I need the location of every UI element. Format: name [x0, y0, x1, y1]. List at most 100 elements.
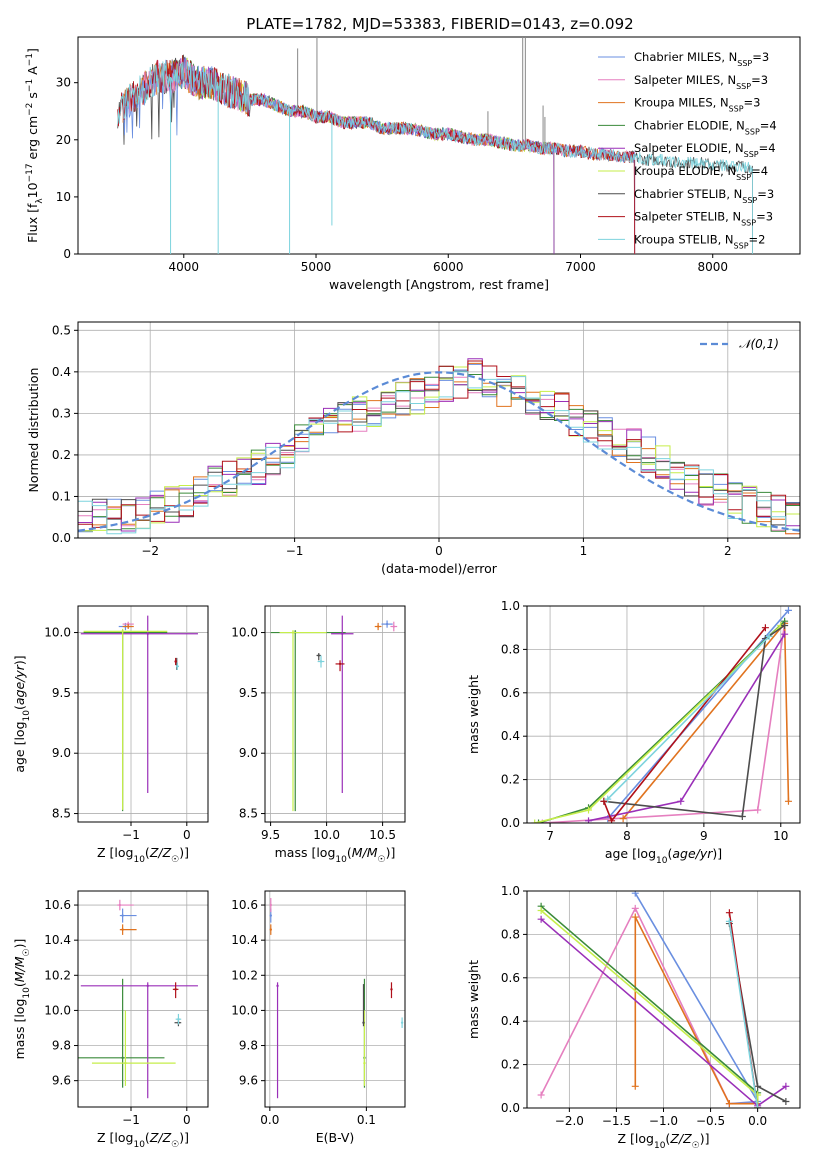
cumulative_age-series [538, 620, 786, 823]
cumulative_age-ytick-label: 0.0 [501, 816, 520, 830]
residuals-xtick-label: 0 [435, 544, 443, 558]
mass_vs_ebv-xtick-label: 0.1 [357, 1113, 376, 1127]
age_vs_mass-point [317, 654, 320, 657]
cumulative_Z-marker [725, 1100, 733, 1108]
mass_vs_Z-point [121, 928, 124, 931]
cumulative_Z-marker [782, 1082, 790, 1090]
residuals-ytick-label: 0.0 [52, 531, 71, 545]
residuals-ytick-label: 0.5 [52, 323, 71, 337]
cumulative_Z-series [728, 921, 759, 1108]
cumulative_Z-xtick-label: −1.5 [602, 1114, 631, 1128]
age_vs_mass-ytick-label: 9.0 [239, 746, 258, 760]
cumulative_age-ytick-label: 0.8 [501, 642, 520, 656]
age_vs_mass-xtick-label: 10.5 [369, 828, 396, 842]
cumulative_age-ytick-label: 1.0 [501, 599, 520, 613]
cumulative_age-marker [677, 797, 685, 805]
age_vs_mass-xlabel: mass [log10(M/M☉)] [275, 845, 396, 865]
mass_vs_ebv-ytick-label: 9.6 [239, 1074, 258, 1088]
age_vs_Z-point [174, 660, 177, 663]
spectrum-ylabel: Flux [fλ10−17 erg cm−2 s−1 A−1] [25, 48, 45, 243]
cumulative_age-ytick-label: 0.2 [501, 773, 520, 787]
cumulative-z-chart: −2.0 −1.5 −1.0 −0.5 0.0 0.0 0.2 0.4 0.6 0.8 1.0 Z [… [466, 884, 801, 1151]
age_vs_mass-point [376, 625, 380, 628]
age_vs_mass-point [338, 662, 342, 666]
legend-label: Chabrier STELIB, NSSP=3 [634, 187, 774, 205]
cumulative_Z-marker [631, 891, 639, 897]
mass-vs-ebv-chart: 0.0 0.1 9.6 9.8 10.0 10.2 10.4 10.6 E(B-V) [231, 890, 406, 1145]
cumulative_age-series [607, 609, 790, 820]
spectrum-xlabel: wavelength [Angstrom, rest frame] [329, 277, 549, 292]
mass_vs_Z-xtick-label: 0 [183, 1113, 191, 1127]
cumulative_age-marker [754, 806, 762, 814]
residuals-xtick-label: 2 [724, 544, 732, 558]
cumulative_age-xlabel: age [log10(age/yr)] [605, 846, 722, 866]
age_vs_Z-point [176, 665, 179, 668]
mass_vs_Z-ytick-label: 10.0 [44, 1003, 71, 1017]
residuals-ytick-label: 0.4 [52, 365, 71, 379]
mass_vs_Z-frame [77, 890, 209, 1108]
legend-label: Salpeter MILES, NSSP=3 [634, 73, 768, 91]
cumulative_age-marker [784, 606, 792, 614]
mass_vs_ebv-point [269, 928, 272, 931]
mass_vs_Z-plot-area [78, 899, 198, 1099]
age_vs_mass-xtick-label: 10.0 [313, 828, 340, 842]
cumulative_age-marker [600, 797, 608, 805]
age_vs_mass-plot-area [270, 615, 398, 812]
age_vs_mass-point [319, 660, 323, 663]
gaussian-legend-label: 𝒩(0,1) [739, 337, 779, 351]
legend-label: Chabrier MILES, NSSP=3 [634, 50, 769, 68]
age_vs_Z-plot-area [80, 615, 198, 812]
spectrum-frame [77, 36, 801, 255]
cumulative_age-xtick-label: 9 [700, 829, 708, 843]
cumulative_Z-marker [725, 917, 733, 925]
age_vs_mass-frame [264, 605, 406, 823]
cumulative_age-marker [585, 806, 593, 814]
cumulative_age-marker [604, 795, 612, 803]
age_vs_mass-point [341, 632, 344, 635]
residuals-chart: −2 −1 0 1 2 0.0 0.1 0.2 0.3 0.4 0.5 𝒩(0,1) (data-mod… [26, 321, 801, 576]
age_vs_Z-xtick-label: 0 [183, 828, 191, 842]
mass_vs_Z-ylabel: mass [log10(M/M☉)] [12, 939, 32, 1060]
age-vs-mass-chart: 9.5 10.0 10.5 8.5 9.0 9.5 10.0 mass [log10(M/M☉… [231, 605, 406, 865]
mass_vs_Z-point [118, 903, 122, 907]
figure-title: PLATE=1782, MJD=53383, FIBERID=0143, z=0… [246, 15, 633, 33]
mass_vs_ebv-point [362, 1021, 365, 1024]
mass_vs_ebv-ytick-label: 10.2 [231, 968, 258, 982]
legend-label: Kroupa MILES, NSSP=3 [634, 96, 760, 114]
mass-vs-z-chart: −1 0 9.6 9.8 10.0 10.2 10.4 10.6 Z [log10(Z/Z☉)]… [12, 890, 209, 1150]
cumulative_Z-series [634, 892, 759, 1105]
mass_vs_Z-xtick-label: −1 [122, 1113, 140, 1127]
mass_vs_Z-point [121, 914, 124, 917]
spectrum-ytick-label: 30 [56, 76, 71, 90]
cumulative_age-marker [535, 819, 543, 823]
cumulative_age-series [542, 623, 786, 823]
mass_vs_Z-ytick-label: 9.8 [52, 1039, 71, 1053]
residuals-xtick-label: −2 [141, 544, 159, 558]
cumulative_age-marker [619, 815, 627, 823]
spectrum-xtick-label: 6000 [433, 260, 464, 274]
age_vs_mass-point [392, 625, 395, 628]
mass_vs_Z-ytick-label: 10.2 [44, 968, 71, 982]
residual-histogram [78, 371, 800, 538]
mass_vs_Z-point [121, 1056, 124, 1060]
mass_vs_ebv-point [269, 903, 272, 907]
age_vs_Z-ylabel: age [log10(age/yr)] [12, 655, 32, 772]
cumulative_age-series [603, 627, 767, 823]
residuals-xtick-label: −1 [286, 544, 304, 558]
age_vs_mass-point [385, 622, 389, 626]
cumulative_Z-ytick-label: 0.8 [501, 927, 520, 941]
residuals-ytick-label: 0.1 [52, 489, 71, 503]
age_vs_mass-xtick-label: 9.5 [261, 828, 280, 842]
mass_vs_Z-point [146, 984, 149, 988]
mass_vs_Z-point [177, 1017, 180, 1021]
cumulative_Z-ytick-label: 0.6 [501, 971, 520, 985]
cumulative_age-marker [585, 817, 593, 823]
cumulative_Z-marker [631, 904, 639, 912]
cumulative_Z-marker [782, 1097, 790, 1105]
mass_vs_ebv-point [276, 984, 279, 988]
cumulative_age-xtick-label: 8 [623, 829, 631, 843]
cumulative_Z-xlabel: Z [log10(Z/Z☉)] [618, 1131, 710, 1151]
residuals-plot-area [78, 358, 800, 538]
mass_vs_Z-ytick-label: 10.4 [44, 933, 71, 947]
